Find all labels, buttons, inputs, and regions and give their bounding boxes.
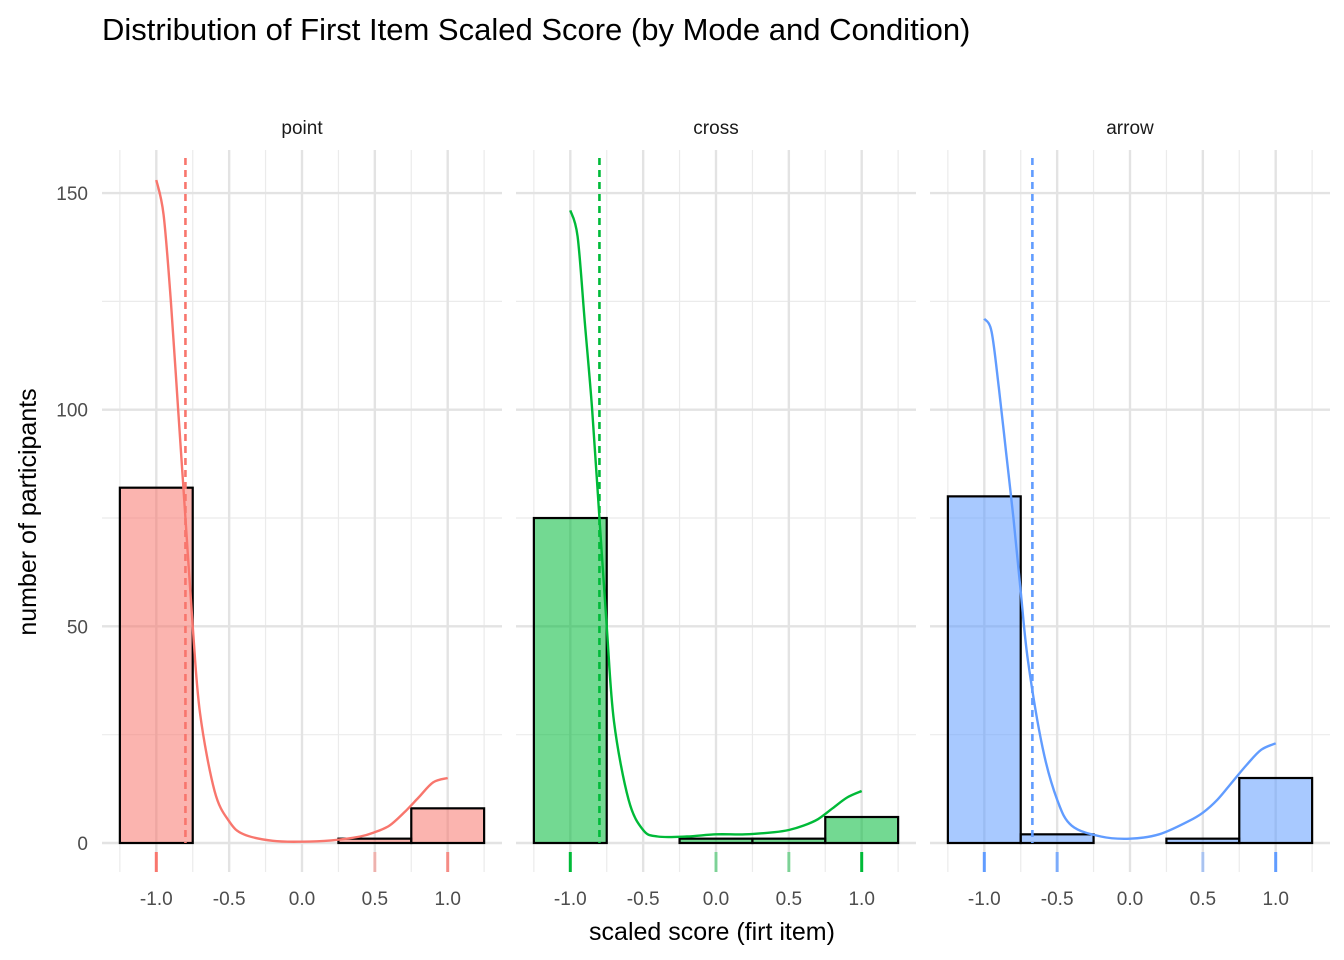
grid (102, 150, 502, 872)
density-curve (155, 179, 449, 843)
x-tick-label: 0.5 (776, 889, 802, 910)
histogram-bar (1238, 776, 1314, 845)
facet-panel-cross: cross -1.0 -0.5 0.0 0.5 1.0 (516, 118, 916, 910)
x-tick-label: -1.0 (554, 889, 587, 910)
y-axis-title: number of participants (14, 388, 42, 635)
x-tick-label: -0.5 (1041, 889, 1074, 910)
x-tick-label: 1.0 (1262, 889, 1288, 910)
histogram-bar (410, 807, 486, 845)
density-curve (983, 317, 1277, 840)
x-tick-label: -1.0 (140, 889, 173, 910)
histogram-bar (1165, 837, 1241, 845)
x-tick-label: -1.0 (968, 889, 1001, 910)
facet-strip-label: point (281, 118, 323, 139)
x-axis-title: scaled score (firt item) (589, 918, 835, 946)
y-tick-label: 100 (56, 401, 88, 422)
y-tick-label: 150 (56, 184, 88, 205)
histogram-bar (946, 495, 1022, 845)
histogram-bar (532, 516, 608, 845)
x-tick-label: 0.0 (703, 889, 729, 910)
histogram-bar (751, 837, 827, 845)
facet-panels: point -1.0 -0.5 0.0 0.5 1.0 cross -1.0 -0.5 0.0 0.… (102, 118, 1330, 910)
facet-strip-label: cross (693, 118, 738, 139)
histogram-bar (1019, 833, 1095, 845)
y-axis: 0 50 100 150 (56, 184, 88, 855)
x-tick-label: 0.0 (1117, 889, 1143, 910)
facet-panel-arrow: arrow -1.0 -0.5 0.0 0.5 1.0 (930, 118, 1330, 910)
chart-title: Distribution of First Item Scaled Score … (102, 12, 970, 47)
facet-strip-label: arrow (1106, 118, 1154, 139)
x-tick-label: 0.0 (289, 889, 315, 910)
density-curve (569, 209, 863, 839)
x-tick-label: 0.5 (1190, 889, 1216, 910)
facet-panel-point: point -1.0 -0.5 0.0 0.5 1.0 (102, 118, 502, 910)
x-tick-label: -0.5 (213, 889, 246, 910)
histogram-bar (678, 837, 754, 845)
x-tick-label: 0.5 (362, 889, 388, 910)
y-tick-label: 50 (67, 617, 88, 638)
x-tick-label: 1.0 (848, 889, 874, 910)
histogram-bar (118, 486, 194, 845)
histogram-bar (824, 815, 900, 845)
x-tick-label: -0.5 (627, 889, 660, 910)
y-tick-label: 0 (77, 834, 88, 855)
x-tick-label: 1.0 (434, 889, 460, 910)
